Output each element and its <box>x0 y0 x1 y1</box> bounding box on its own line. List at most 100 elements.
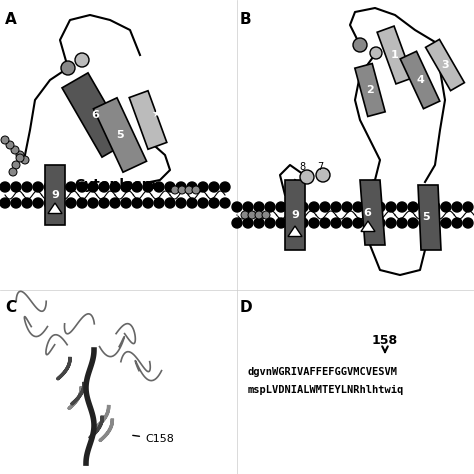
Text: A: A <box>5 12 17 27</box>
Text: 2: 2 <box>366 85 374 95</box>
Circle shape <box>386 202 396 212</box>
Circle shape <box>342 202 352 212</box>
Circle shape <box>265 218 275 228</box>
Circle shape <box>16 154 24 162</box>
Polygon shape <box>361 221 375 231</box>
Text: B: B <box>240 12 252 27</box>
Circle shape <box>287 202 297 212</box>
Circle shape <box>110 198 120 208</box>
Circle shape <box>320 218 330 228</box>
Polygon shape <box>285 180 305 250</box>
Circle shape <box>375 218 385 228</box>
Circle shape <box>44 198 54 208</box>
Circle shape <box>0 198 10 208</box>
Circle shape <box>165 198 175 208</box>
Circle shape <box>198 198 208 208</box>
Circle shape <box>171 186 179 194</box>
Circle shape <box>11 182 21 192</box>
Circle shape <box>254 202 264 212</box>
Circle shape <box>11 146 19 154</box>
Polygon shape <box>400 51 440 109</box>
Circle shape <box>353 202 363 212</box>
Circle shape <box>55 182 65 192</box>
Circle shape <box>408 218 418 228</box>
Text: 6: 6 <box>91 110 99 120</box>
Circle shape <box>364 218 374 228</box>
Polygon shape <box>288 226 302 237</box>
Circle shape <box>430 202 440 212</box>
Circle shape <box>353 218 363 228</box>
Text: 7: 7 <box>317 162 323 172</box>
Circle shape <box>22 182 32 192</box>
Circle shape <box>441 202 451 212</box>
Circle shape <box>16 151 24 159</box>
Circle shape <box>209 198 219 208</box>
Circle shape <box>232 218 242 228</box>
Circle shape <box>99 182 109 192</box>
Circle shape <box>375 202 385 212</box>
Polygon shape <box>93 98 146 172</box>
Text: C: C <box>5 300 16 315</box>
Circle shape <box>331 218 341 228</box>
Circle shape <box>99 198 109 208</box>
Circle shape <box>309 202 319 212</box>
Circle shape <box>176 198 186 208</box>
Circle shape <box>309 218 319 228</box>
Circle shape <box>276 202 286 212</box>
Polygon shape <box>360 180 385 245</box>
Text: D: D <box>240 300 253 315</box>
Circle shape <box>66 182 76 192</box>
Circle shape <box>419 202 429 212</box>
Circle shape <box>262 211 270 219</box>
Polygon shape <box>377 26 413 84</box>
Circle shape <box>88 182 98 192</box>
Circle shape <box>176 182 186 192</box>
Circle shape <box>187 198 197 208</box>
Circle shape <box>370 47 382 59</box>
Text: 3: 3 <box>441 60 449 70</box>
Circle shape <box>187 182 197 192</box>
Circle shape <box>143 198 153 208</box>
Circle shape <box>1 136 9 144</box>
Circle shape <box>132 198 142 208</box>
Circle shape <box>75 53 89 67</box>
Circle shape <box>61 61 75 75</box>
Text: 158: 158 <box>372 334 398 346</box>
Circle shape <box>110 182 120 192</box>
Text: ★: ★ <box>151 110 161 120</box>
Circle shape <box>386 218 396 228</box>
Circle shape <box>276 218 286 228</box>
Circle shape <box>220 198 230 208</box>
Circle shape <box>353 38 367 52</box>
Circle shape <box>397 202 407 212</box>
Circle shape <box>248 211 256 219</box>
Circle shape <box>430 218 440 228</box>
Circle shape <box>178 186 186 194</box>
Circle shape <box>121 198 131 208</box>
Circle shape <box>21 156 29 164</box>
Circle shape <box>198 182 208 192</box>
Circle shape <box>220 182 230 192</box>
Text: 5: 5 <box>423 212 430 222</box>
Circle shape <box>316 168 330 182</box>
Polygon shape <box>48 203 62 213</box>
Circle shape <box>77 198 87 208</box>
Circle shape <box>12 161 20 169</box>
Text: 5: 5 <box>116 130 124 140</box>
Circle shape <box>11 198 21 208</box>
Text: 6: 6 <box>364 208 372 218</box>
Circle shape <box>33 198 43 208</box>
Circle shape <box>331 202 341 212</box>
Circle shape <box>243 202 253 212</box>
Circle shape <box>441 218 451 228</box>
Polygon shape <box>418 185 441 250</box>
Circle shape <box>452 202 462 212</box>
Circle shape <box>452 218 462 228</box>
Circle shape <box>143 182 153 192</box>
Circle shape <box>6 141 14 149</box>
Circle shape <box>165 182 175 192</box>
Circle shape <box>342 218 352 228</box>
Circle shape <box>265 202 275 212</box>
Circle shape <box>154 198 164 208</box>
Circle shape <box>44 182 54 192</box>
